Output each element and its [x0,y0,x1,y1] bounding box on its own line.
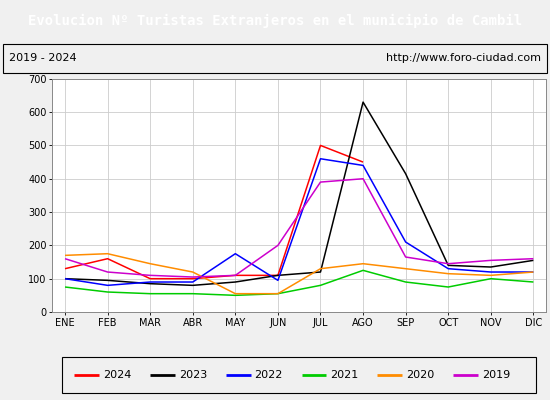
Text: 2019: 2019 [482,370,510,380]
Text: 2019 - 2024: 2019 - 2024 [9,53,76,63]
Text: 2021: 2021 [331,370,359,380]
Bar [62,357,536,393]
Text: http://www.foro-ciudad.com: http://www.foro-ciudad.com [386,53,541,63]
Text: 2022: 2022 [255,370,283,380]
Text: 2023: 2023 [179,370,207,380]
Text: 2020: 2020 [406,370,434,380]
Text: Evolucion Nº Turistas Extranjeros en el municipio de Cambil: Evolucion Nº Turistas Extranjeros en el … [28,14,522,28]
Text: 2024: 2024 [103,370,131,380]
